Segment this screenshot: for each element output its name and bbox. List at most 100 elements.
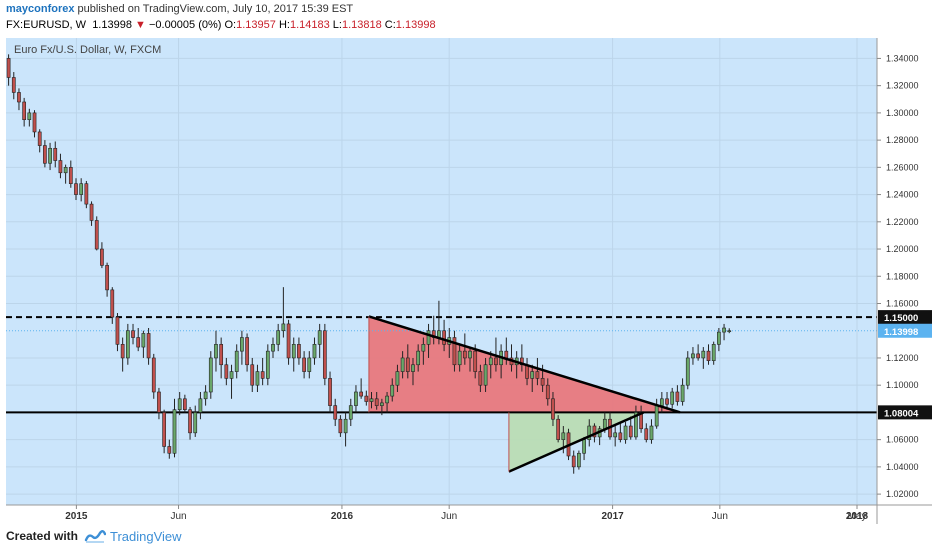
candle-body bbox=[131, 330, 135, 338]
candle-body bbox=[260, 371, 265, 379]
candle bbox=[556, 415, 561, 443]
candle bbox=[151, 353, 156, 399]
candle-body bbox=[343, 418, 348, 434]
y-tick-label: 1.04000 bbox=[886, 462, 919, 472]
candle-body bbox=[483, 364, 488, 386]
candle bbox=[545, 378, 550, 406]
y-axis: 1.34000 1.32000 1.30000 1.28000 1.26000 1.240… bbox=[877, 53, 919, 499]
candle bbox=[665, 391, 669, 410]
candle bbox=[478, 364, 483, 392]
candle-body bbox=[551, 398, 555, 420]
tradingview-brand[interactable]: TradingView bbox=[110, 529, 182, 544]
candle-body bbox=[219, 344, 224, 366]
candle-body bbox=[151, 357, 156, 393]
candle-body bbox=[628, 425, 633, 438]
candle-body bbox=[535, 371, 540, 379]
candle-body bbox=[421, 344, 426, 352]
candle bbox=[727, 328, 732, 334]
candle bbox=[618, 423, 623, 443]
price-labels: 1.15000 1.08004 1.13998 bbox=[878, 310, 932, 420]
last-price-value: 1.13998 bbox=[92, 19, 132, 31]
candle-body bbox=[359, 391, 363, 397]
candle-body bbox=[711, 344, 716, 361]
candle-body bbox=[685, 357, 690, 386]
down-arrow-icon: ▼ bbox=[135, 19, 146, 31]
candle-body bbox=[675, 391, 680, 402]
candle-body bbox=[488, 357, 493, 366]
candle bbox=[11, 72, 16, 100]
candle bbox=[27, 108, 32, 127]
candle-body bbox=[136, 337, 141, 348]
candle-body bbox=[613, 432, 618, 438]
candle bbox=[291, 337, 296, 372]
candle bbox=[141, 330, 146, 358]
candle bbox=[100, 242, 104, 269]
candle-body bbox=[302, 357, 306, 372]
candle bbox=[535, 357, 540, 386]
open-value: 1.13957 bbox=[236, 19, 276, 31]
candle bbox=[162, 409, 166, 454]
candle-body bbox=[53, 147, 58, 161]
candle bbox=[670, 387, 675, 409]
candle-body bbox=[504, 350, 509, 359]
candle-body bbox=[271, 344, 275, 352]
candle bbox=[131, 323, 135, 345]
candle-body bbox=[659, 398, 664, 406]
y-tick-label: 1.06000 bbox=[886, 435, 919, 445]
candle bbox=[260, 357, 265, 386]
candle-body bbox=[411, 364, 415, 372]
high-label: H: bbox=[278, 19, 290, 31]
candle bbox=[58, 153, 63, 179]
candle bbox=[488, 351, 493, 379]
y-tick-label: 1.28000 bbox=[886, 135, 919, 145]
candle bbox=[53, 141, 58, 168]
candle-body bbox=[22, 101, 27, 120]
candle-body bbox=[63, 167, 68, 174]
candle bbox=[167, 439, 172, 459]
author-link[interactable]: mayconforex bbox=[6, 3, 75, 15]
candle-body bbox=[571, 455, 576, 468]
candle bbox=[89, 201, 94, 226]
candle-body bbox=[141, 333, 146, 348]
candle-body bbox=[297, 344, 301, 359]
last-price-label: 1.13998 bbox=[884, 327, 918, 338]
candle bbox=[680, 378, 685, 406]
candle-body bbox=[100, 248, 104, 266]
y-tick-label: 1.26000 bbox=[886, 162, 919, 172]
candle-body bbox=[120, 344, 125, 359]
candle-body bbox=[380, 402, 384, 406]
horizontal-levels bbox=[6, 316, 877, 414]
candle-body bbox=[390, 384, 395, 397]
candle bbox=[685, 351, 690, 390]
candle bbox=[400, 351, 405, 379]
candle bbox=[322, 323, 327, 386]
resistance-label-bg bbox=[878, 310, 932, 325]
candle-body bbox=[125, 330, 130, 359]
candle bbox=[84, 180, 89, 209]
close-value: 1.13998 bbox=[395, 19, 436, 31]
candle bbox=[177, 391, 182, 416]
candle bbox=[333, 398, 338, 427]
candle-body bbox=[27, 112, 32, 120]
candle bbox=[229, 364, 234, 399]
candle-body bbox=[670, 391, 675, 405]
candle-body bbox=[162, 412, 166, 447]
candle-body bbox=[354, 391, 358, 406]
candle-body bbox=[234, 350, 239, 372]
price-chart[interactable]: Euro Fx/U.S. Dollar, W, FXCM 1.34000 1.32… bbox=[0, 38, 932, 524]
plot-area[interactable] bbox=[6, 38, 877, 505]
candle bbox=[442, 319, 446, 352]
candle-body bbox=[654, 405, 659, 427]
candle bbox=[338, 415, 343, 437]
y-tick-label: 1.02000 bbox=[886, 489, 919, 499]
candle bbox=[634, 405, 638, 440]
candle-body bbox=[717, 331, 721, 345]
candle-body bbox=[405, 357, 410, 372]
candle-body bbox=[426, 330, 431, 345]
candle bbox=[706, 344, 711, 365]
candle bbox=[105, 262, 109, 297]
symbol-info: FX:EURUSD, W 1.13998 ▼ −0.00005 (0%) O:1… bbox=[6, 19, 436, 31]
candle-body bbox=[644, 428, 649, 440]
candle bbox=[224, 357, 229, 386]
candle bbox=[380, 398, 384, 416]
